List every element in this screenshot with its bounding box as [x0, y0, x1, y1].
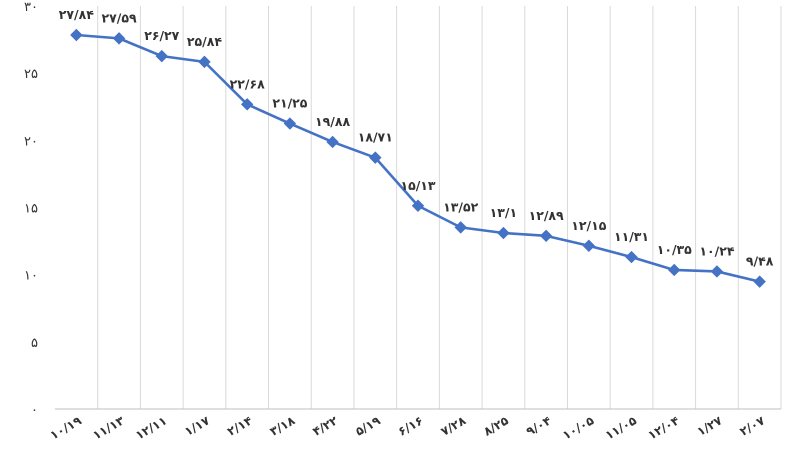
data-point-marker — [454, 221, 467, 234]
data-point-marker — [710, 265, 724, 278]
x-tick-label: ۲/۰۷ — [737, 413, 767, 439]
data-label: ۱۰/۲۴ — [699, 243, 734, 258]
x-axis-ticks: ۱۰/۱۹ ۱۱/۱۳ ۱۲/۱۱ ۱/۱۷ ۲/۱۴ ۳/۱۸ ۴/۲۲ ۵/۱۹ ۶/۱۶ ۷… — [48, 413, 768, 442]
y-axis-ticks: ۰ ۵ ۱۰ ۱۵ ۲۰ ۲۵ ۳۰ — [24, 0, 38, 418]
data-point-marker — [283, 117, 297, 130]
data-point-marker — [753, 275, 766, 288]
data-label: ۱۸/۷۱ — [358, 130, 393, 145]
x-tick-label: ۳/۱۸ — [268, 413, 298, 439]
data-point-marker — [326, 135, 339, 149]
x-tick-label: ۱/۱۷ — [182, 413, 212, 439]
data-point-marker — [155, 49, 168, 63]
data-label: ۲۲/۶۸ — [230, 76, 265, 91]
y-tick-label: ۵ — [31, 336, 38, 351]
y-tick-label: ۱۰ — [24, 269, 38, 284]
data-point-marker — [668, 263, 681, 277]
y-tick-label: ۳۰ — [24, 0, 38, 15]
x-tick-label: ۱۲/۱۱ — [133, 413, 169, 442]
data-label: ۹/۴۸ — [746, 254, 774, 269]
data-labels: ۲۷/۸۴ ۲۷/۵۹ ۲۶/۲۷ ۲۵/۸۴ ۲۲/۶۸ ۲۱/۲۵ ۱۹/۸۸ ۱۸/۷۱… — [59, 7, 774, 269]
data-label: ۱۱/۳۱ — [614, 229, 649, 244]
x-tick-label: ۲/۱۴ — [225, 413, 255, 438]
y-tick-label: ۲۵ — [24, 67, 38, 82]
data-point-marker — [70, 28, 83, 42]
x-tick-label: ۶/۱۶ — [396, 413, 426, 438]
y-tick-label: ۰ — [31, 403, 38, 418]
data-point-marker — [582, 239, 596, 252]
data-point-marker — [198, 55, 211, 69]
data-label: ۲۵/۸۴ — [187, 34, 222, 49]
x-tick-label: ۱۰/۰۵ — [560, 413, 596, 442]
data-label: ۱۹/۸۸ — [315, 114, 350, 129]
x-tick-label: ۸/۲۵ — [481, 413, 511, 438]
x-tick-label: ۹/۰۴ — [524, 413, 554, 438]
data-label: ۱۰/۳۵ — [657, 242, 692, 257]
x-tick-label: ۱۱/۱۳ — [90, 413, 127, 442]
x-tick-label: ۷/۲۸ — [438, 413, 468, 439]
data-label: ۱۵/۱۳ — [400, 178, 435, 193]
x-tick-label: ۱۰/۱۹ — [48, 413, 85, 442]
data-label: ۲۶/۲۷ — [144, 28, 179, 43]
data-point-marker — [112, 32, 126, 45]
data-point-marker — [539, 229, 553, 243]
data-label: ۱۳/۵۲ — [443, 199, 478, 214]
x-tick-label: ۱۲/۰۴ — [646, 413, 682, 442]
series — [70, 28, 766, 288]
data-label: ۲۱/۲۵ — [272, 96, 307, 111]
x-tick-label: ۱۱/۰۵ — [603, 413, 639, 442]
data-label: ۱۲/۱۵ — [571, 218, 606, 233]
x-tick-label: ۱/۲۷ — [695, 413, 725, 439]
y-tick-label: ۲۰ — [24, 134, 38, 149]
data-label: ۱۲/۸۹ — [529, 208, 564, 223]
data-point-marker — [411, 199, 425, 212]
x-tick-label: ۵/۱۹ — [353, 413, 383, 439]
gridlines — [97, 6, 782, 409]
y-tick-label: ۱۵ — [24, 202, 38, 217]
data-point-marker — [625, 250, 638, 264]
data-label: ۲۷/۸۴ — [59, 7, 94, 22]
data-point-marker — [240, 98, 254, 111]
data-point-marker — [369, 151, 382, 164]
data-point-marker — [497, 226, 510, 240]
x-tick-label: ۴/۲۲ — [310, 413, 340, 439]
data-label: ۲۷/۵۹ — [102, 10, 137, 25]
data-label: ۱۳/۱ — [490, 205, 517, 220]
